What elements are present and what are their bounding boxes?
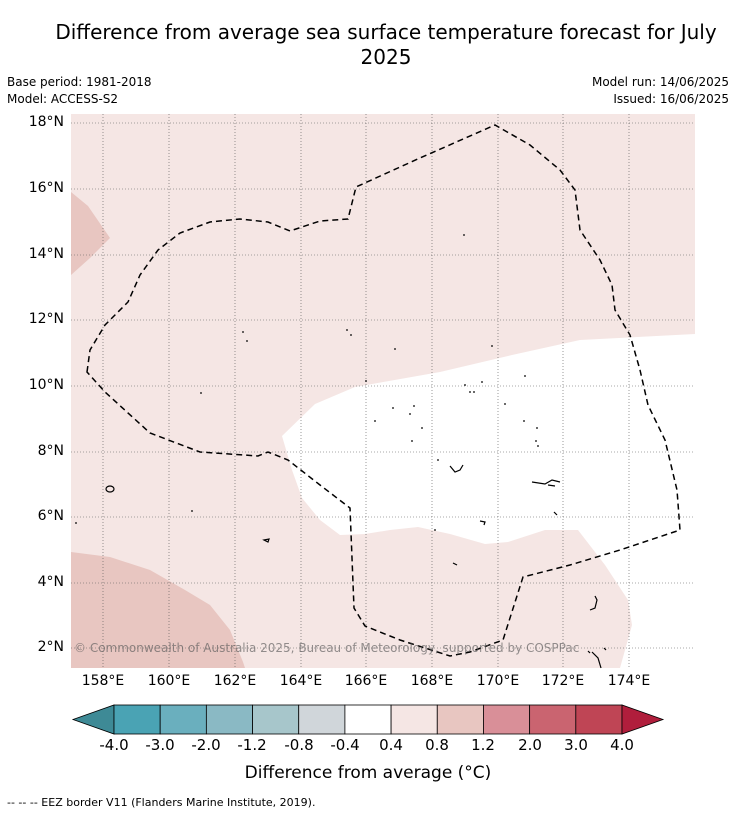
colorbar-segment (298, 704, 346, 735)
colorbar-extend-high (621, 704, 665, 735)
colorbar-segment (159, 704, 207, 735)
colorbar-segment (344, 704, 392, 735)
lat-label: 4°N (37, 574, 64, 590)
lon-label: 172°E (541, 673, 585, 689)
colorbar-extend-low (71, 704, 115, 735)
colorbar-tick-label: 3.0 (564, 736, 588, 754)
colorbar-tick-label: -1.2 (237, 736, 267, 754)
atoll-dots (75, 234, 539, 531)
colorbar-segment (483, 704, 531, 735)
graticule (71, 114, 695, 668)
lat-label: 16°N (28, 180, 64, 196)
eez-border (86, 124, 681, 657)
lat-label: 8°N (37, 443, 64, 459)
colorbar-tick-label: 0.4 (379, 736, 403, 754)
colorbar-segment (205, 704, 253, 735)
model-run: Model run: 14/06/2025 (591, 75, 729, 89)
colorbar-tick-label: 1.2 (471, 736, 495, 754)
meta-right: Model run: 14/06/2025 Issued: 16/06/2025 (592, 74, 729, 108)
lon-label: 160°E (147, 673, 191, 689)
colorbar-segment (529, 704, 577, 735)
colorbar-segment (436, 704, 484, 735)
anomaly-area-neutral (282, 334, 695, 668)
lon-label: 158°E (81, 673, 125, 689)
colorbar-tick-label: -4.0 (99, 736, 129, 754)
lat-label: 18°N (28, 114, 64, 130)
eez-footnote: -- -- -- EEZ border V11 (Flanders Marine… (7, 796, 316, 809)
lon-label: 174°E (607, 673, 651, 689)
colorbar-segment (113, 704, 161, 735)
colorbar-segment (390, 704, 438, 735)
islands (105, 464, 607, 669)
anomaly-area-warm-sw (71, 552, 245, 668)
colorbar-tick-label: -2.0 (191, 736, 221, 754)
base-period: Base period: 1981-2018 (7, 75, 152, 89)
colorbar-tick-label: 2.0 (518, 736, 542, 754)
colorbar-tick-label: -0.4 (330, 736, 360, 754)
colorbar-tick-label: 4.0 (610, 736, 634, 754)
colorbar-title: Difference from average (°C) (244, 763, 492, 783)
colorbar-tick-label: -3.0 (145, 736, 175, 754)
lon-label: 168°E (410, 673, 454, 689)
lat-label: 14°N (28, 246, 64, 262)
lon-label: 162°E (213, 673, 257, 689)
lon-label: 166°E (344, 673, 388, 689)
meta-left: Base period: 1981-2018 Model: ACCESS-S2 (7, 74, 152, 108)
colorbar-segment (575, 704, 623, 735)
copyright-notice: © Commonwealth of Australia 2025, Bureau… (74, 641, 580, 655)
model-name: Model: ACCESS-S2 (7, 92, 119, 106)
lat-label: 6°N (37, 508, 64, 524)
colorbar-segment (252, 704, 300, 735)
lat-label: 2°N (37, 639, 64, 655)
colorbar-tick-label: -0.8 (284, 736, 314, 754)
lon-label: 164°E (279, 673, 323, 689)
lat-label: 10°N (28, 377, 64, 393)
anomaly-area-warm-nw (71, 192, 110, 275)
lon-label: 170°E (476, 673, 520, 689)
map-title: Difference from average sea surface temp… (55, 20, 717, 69)
colorbar-tick-label: 0.8 (425, 736, 449, 754)
lat-label: 12°N (28, 311, 64, 327)
issued-date: Issued: 16/06/2025 (613, 92, 729, 106)
